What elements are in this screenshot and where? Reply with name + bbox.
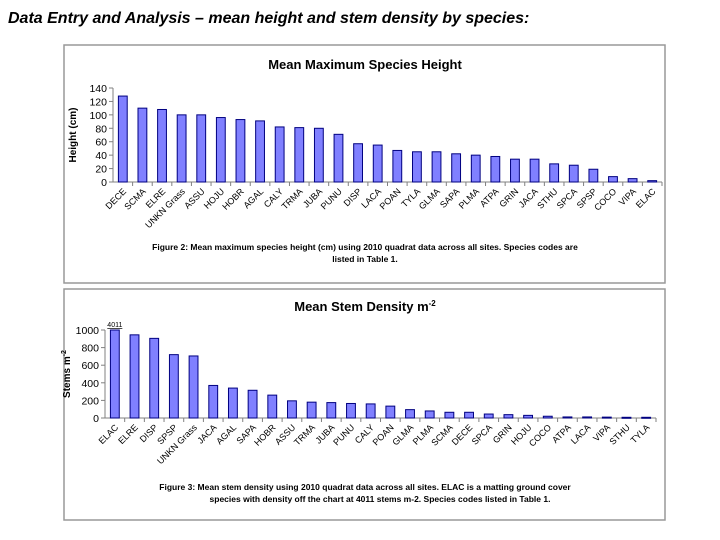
y-tick-label: 60 (95, 137, 107, 149)
bar-plma (424, 410, 435, 419)
bar-sthu (621, 416, 632, 419)
bar-grin (503, 414, 514, 419)
y-tick-label: 0 (101, 177, 107, 189)
off-chart-value-label: 4011 (107, 322, 122, 329)
bar-atpa (562, 416, 573, 419)
y-tick-label: 200 (81, 395, 99, 407)
bar-spca (568, 164, 579, 183)
bar-vipa (627, 178, 638, 183)
ylabel-superscript: -2 (61, 350, 68, 356)
bar-assu (196, 114, 207, 183)
bar-agal (255, 120, 265, 183)
ylabel-text: Height (cm) (68, 108, 79, 163)
bar-disp (149, 337, 160, 419)
bar-hobr (267, 394, 278, 419)
chart-1-title: Mean Maximum Species Height (268, 57, 462, 72)
bar-elac (647, 180, 658, 183)
y-tick-label: 140 (89, 83, 107, 95)
bar-vipa (601, 416, 612, 419)
bar-scma (444, 411, 455, 419)
chart-1-caption-line: listed in Table 1. (332, 254, 398, 264)
bar-jaca (208, 384, 219, 419)
bar-laca (372, 144, 383, 183)
bar-spsp (588, 168, 599, 183)
bar-spca (483, 413, 494, 419)
bar-unkn-grass (176, 114, 187, 183)
bar-unkn-grass (188, 355, 199, 419)
bar-jaca (529, 158, 540, 183)
chart-2-y-axis-label: Stems m-2 (61, 350, 73, 398)
bar-plma (470, 154, 481, 183)
bar-coco (542, 415, 553, 419)
bar-glma (405, 409, 415, 419)
bar-caly (274, 126, 285, 183)
y-tick-label: 800 (81, 343, 99, 355)
ylabel-text: Stems m (62, 356, 73, 398)
bar-laca (582, 416, 593, 419)
bar-sapa (247, 389, 258, 419)
bar-trma (294, 127, 305, 183)
bar-coco (608, 176, 618, 183)
y-tick-label: 20 (95, 164, 107, 176)
slide-title: Data Entry and Analysis – mean height an… (8, 10, 530, 27)
bar-elac (109, 329, 120, 419)
bar-glma (431, 151, 442, 183)
bar-juba (313, 127, 324, 183)
chart-1-caption-line: Figure 2: Mean maximum species height (c… (152, 242, 578, 252)
bar-poan (385, 405, 396, 419)
y-tick-label: 400 (81, 378, 99, 390)
bar-hobr (235, 119, 246, 183)
bar-caly (365, 403, 376, 419)
bar-atpa (490, 155, 501, 183)
y-tick-label: 80 (95, 123, 107, 135)
bar-sapa (451, 153, 462, 183)
y-tick-label: 1000 (76, 325, 100, 337)
bar-agal (227, 387, 238, 419)
bar-hoju (523, 414, 534, 419)
y-tick-label: 0 (93, 413, 99, 425)
bar-punu (333, 133, 344, 183)
chart-1-y-axis-label: Height (cm) (68, 108, 79, 163)
title-superscript: -2 (429, 299, 437, 308)
bar-juba (326, 402, 337, 419)
chart-2-caption-line: Figure 3: Mean stem density using 2010 q… (159, 482, 571, 492)
bar-tyla (641, 416, 652, 419)
bar-sthu (549, 163, 560, 183)
chart-2-title: Mean Stem Density m-2 (294, 299, 436, 314)
bar-disp (353, 143, 364, 183)
y-tick-label: 120 (89, 96, 107, 108)
bar-tyla (411, 151, 422, 183)
y-tick-label: 100 (89, 110, 107, 122)
title-text: Mean Stem Density m (294, 299, 428, 314)
y-tick-label: 40 (95, 150, 107, 162)
bar-punu (346, 402, 356, 419)
bar-spsp (168, 354, 179, 419)
y-tick-label: 600 (81, 360, 99, 372)
bar-grin (510, 158, 520, 183)
bar-elre (157, 108, 167, 183)
bar-trma (306, 401, 317, 419)
bar-dece (117, 95, 128, 183)
bar-poan (392, 149, 403, 183)
bar-scma (137, 107, 148, 183)
chart-2-frame (63, 288, 666, 521)
bar-assu (287, 400, 297, 419)
chart-2-caption-line: species with density off the chart at 40… (210, 494, 551, 504)
bar-elre (129, 334, 140, 419)
title-text: Mean Maximum Species Height (268, 57, 462, 72)
bar-dece (464, 411, 474, 419)
bar-hoju (215, 117, 226, 183)
